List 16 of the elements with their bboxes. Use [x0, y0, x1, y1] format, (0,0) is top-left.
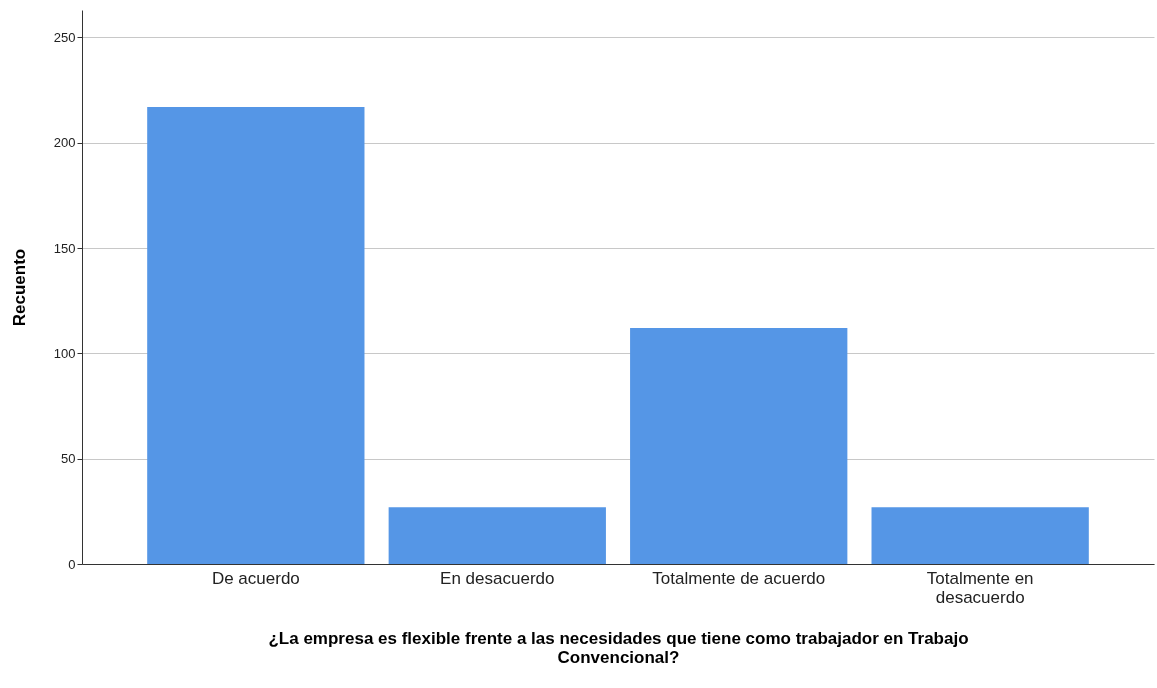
x-axis-title: ¿La empresa es flexible frente a las necesidades que tiene como trabajador en Trabajo Convencional?	[268, 628, 969, 667]
y-tick-label: 0	[68, 556, 76, 572]
bar	[871, 507, 1089, 564]
y-tick-label: 100	[53, 345, 76, 361]
bar	[388, 507, 606, 564]
y-axis-title: Recuento	[9, 248, 29, 327]
x-tick-label: De acuerdo	[211, 568, 300, 588]
x-tick-label: Totalmente de acuerdo	[652, 568, 826, 588]
y-tick-label: 250	[53, 29, 76, 45]
y-tick-label: 150	[53, 240, 76, 256]
y-tick-label: 50	[61, 451, 76, 467]
bar	[630, 328, 848, 564]
bar	[147, 106, 365, 564]
x-tick-label: En desacuerdo	[440, 568, 555, 588]
x-tick-label: Totalmente en desacuerdo	[926, 568, 1034, 607]
y-tick-label: 200	[53, 135, 76, 151]
